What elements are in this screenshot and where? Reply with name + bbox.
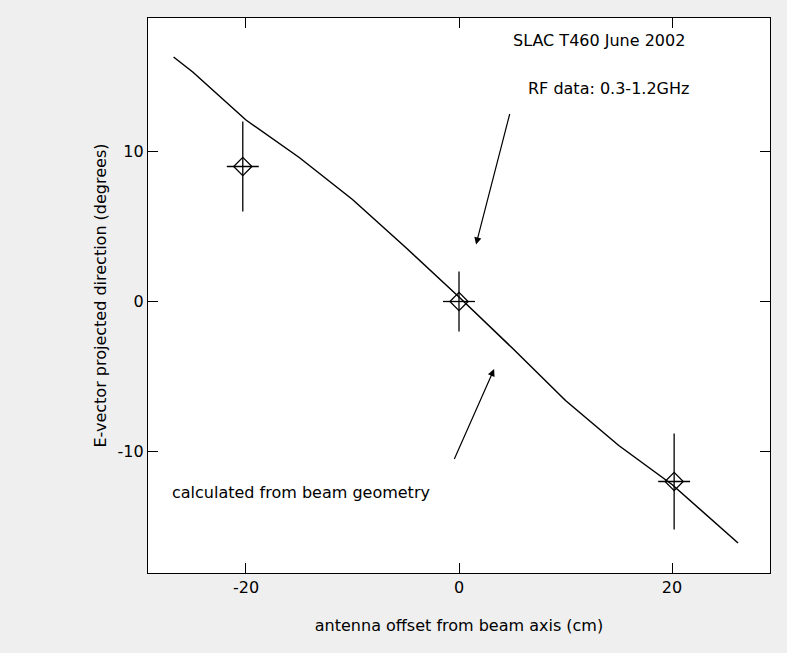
svg-text:E-vector projected direction (: E-vector projected direction (degrees)	[91, 144, 110, 448]
svg-text:10: 10	[123, 142, 143, 161]
svg-text:-10: -10	[118, 442, 144, 461]
svg-text:calculated from beam geometry: calculated from beam geometry	[172, 483, 430, 502]
svg-text:-20: -20	[233, 578, 259, 597]
svg-text:0: 0	[454, 578, 464, 597]
svg-text:0: 0	[133, 292, 143, 311]
svg-text:antenna offset from beam axis: antenna offset from beam axis (cm)	[315, 616, 603, 635]
svg-text:SLAC T460 June 2002: SLAC T460 June 2002	[513, 31, 685, 50]
svg-text:RF data: 0.3-1.2GHz: RF data: 0.3-1.2GHz	[528, 79, 689, 98]
svg-text:20: 20	[662, 578, 682, 597]
